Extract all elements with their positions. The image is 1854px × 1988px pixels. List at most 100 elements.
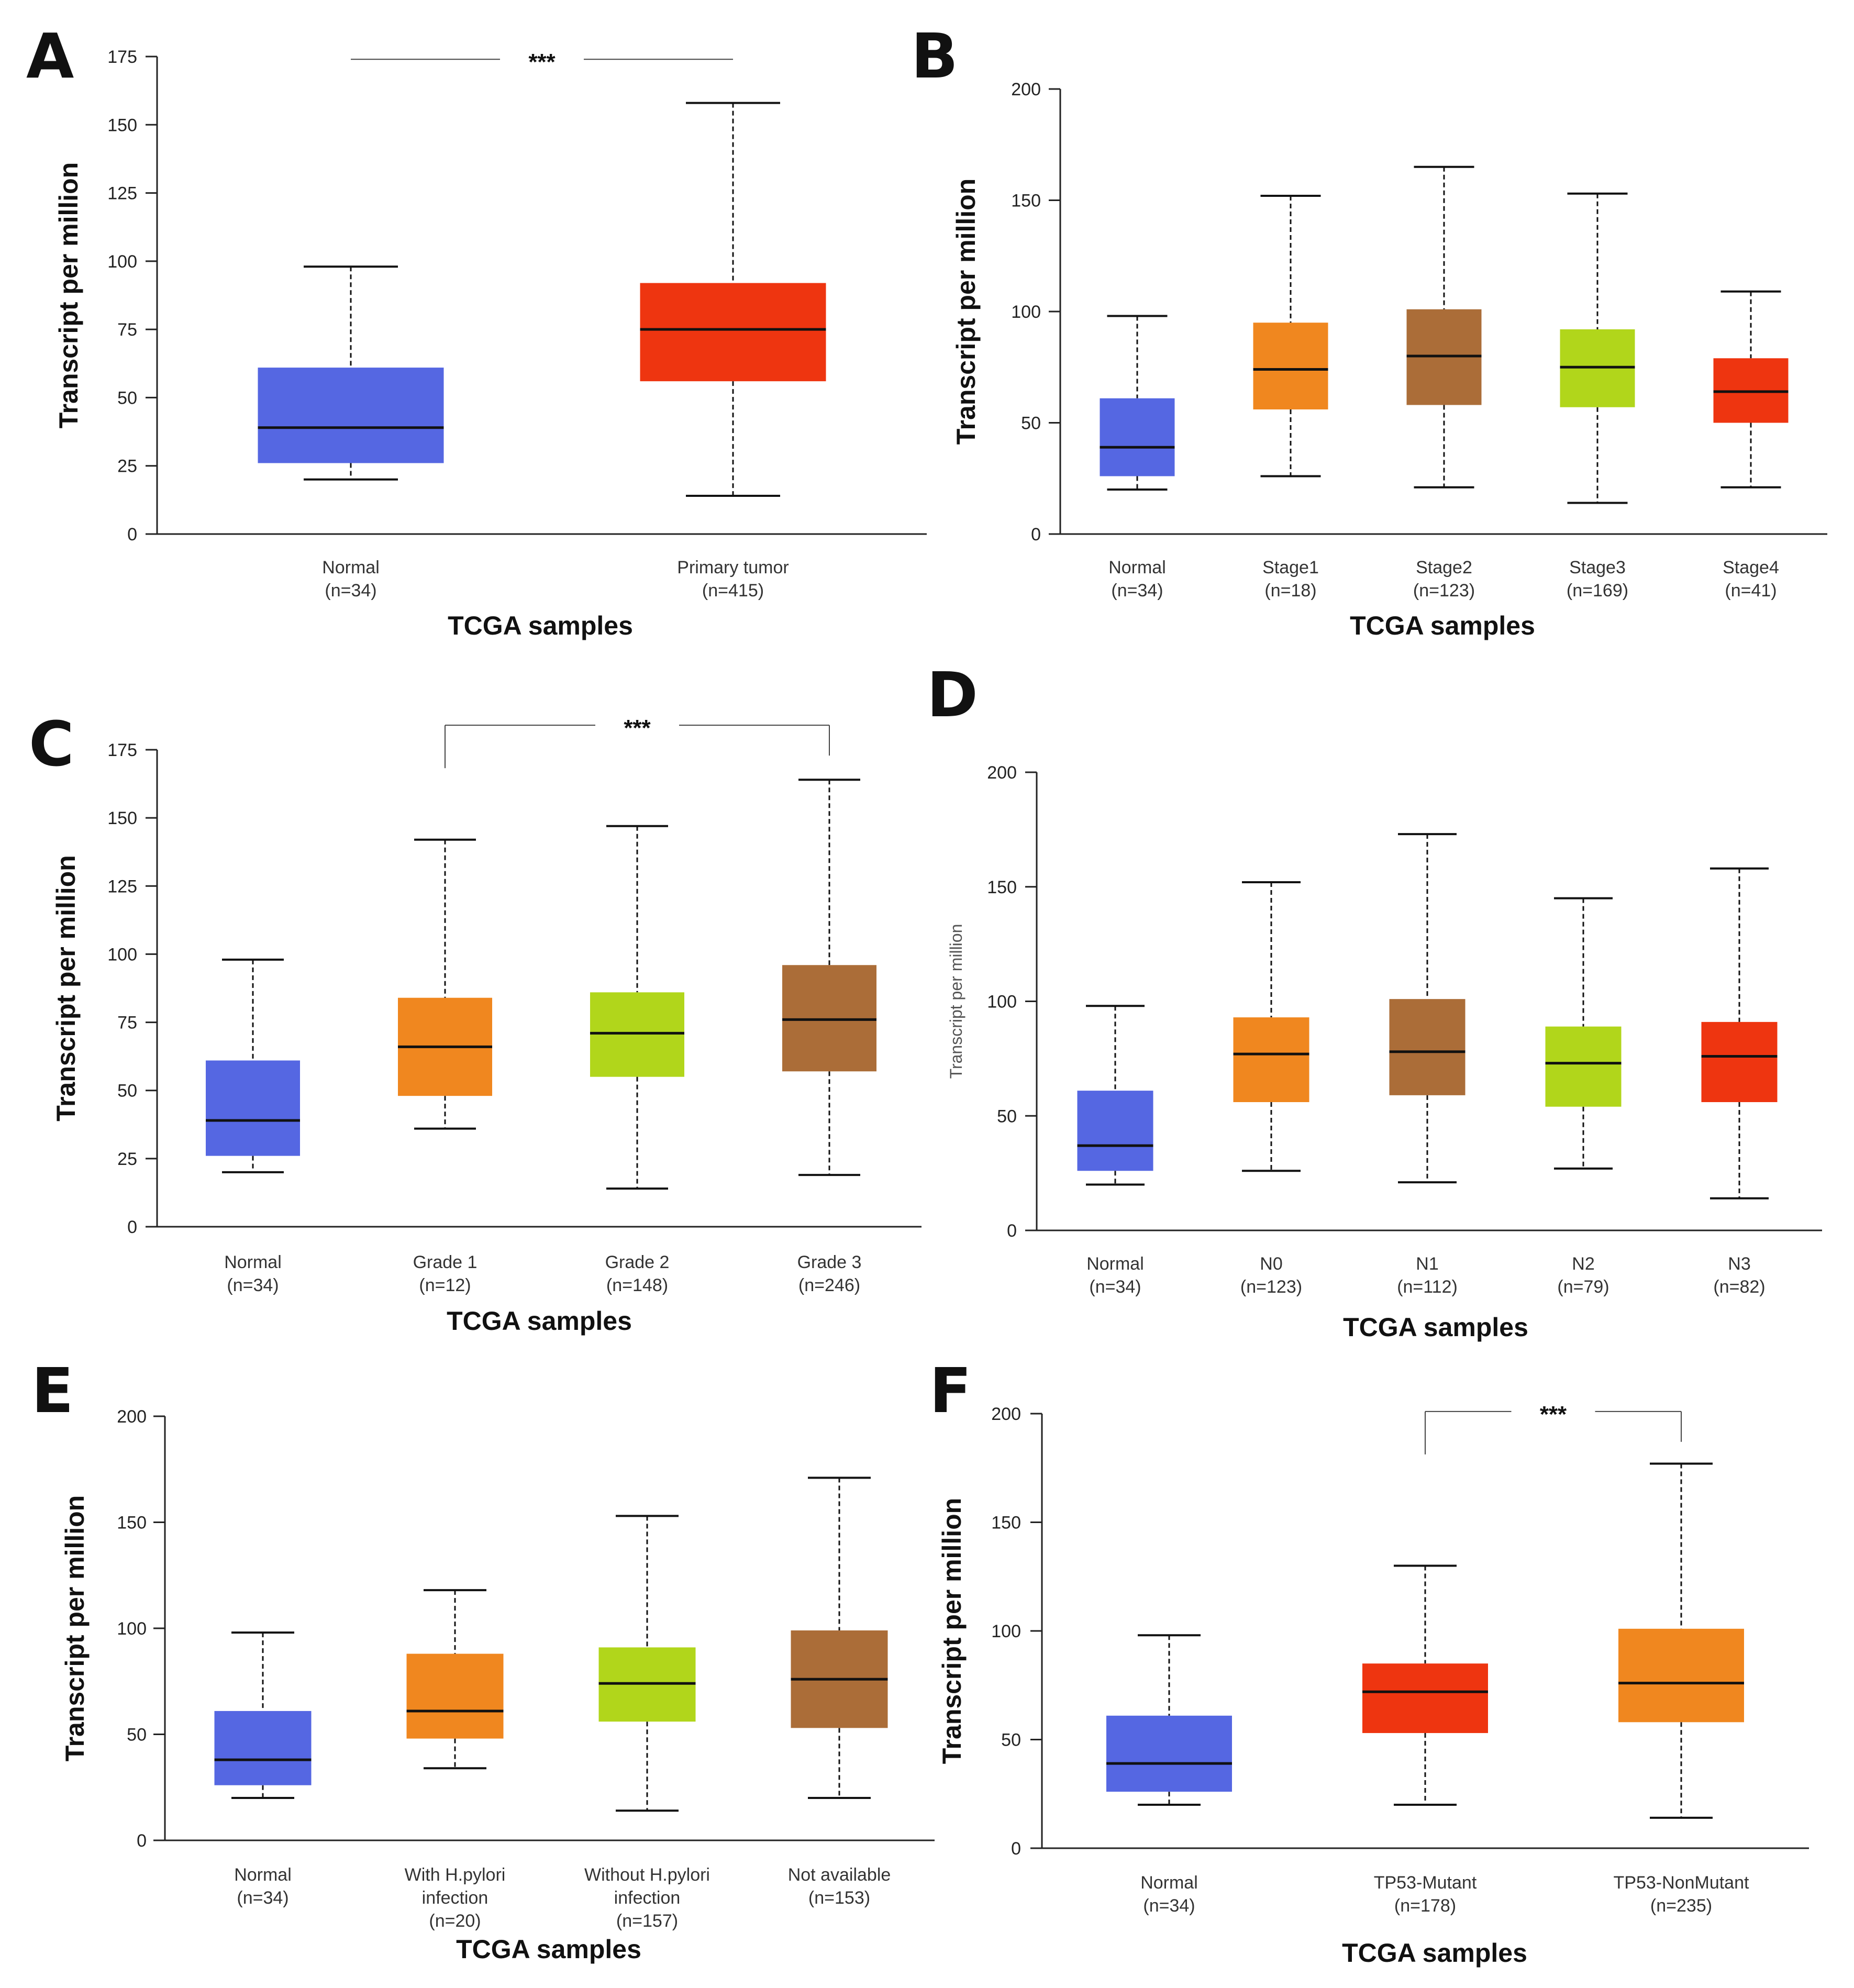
box-0	[214, 1631, 312, 1799]
iqr-box	[1701, 1021, 1778, 1102]
y-tick-label: 50	[1021, 414, 1041, 434]
category-label: Grade 3	[797, 1252, 862, 1272]
y-tick-label: 150	[987, 878, 1017, 897]
category-label: (n=34)	[1111, 581, 1163, 601]
significance-annotation: ***	[445, 715, 830, 769]
y-tick-label: 75	[117, 320, 137, 340]
box-1	[640, 102, 826, 497]
category-label: (n=123)	[1413, 581, 1475, 601]
category-label: (n=34)	[237, 1888, 288, 1908]
x-axis-title: TCGA samples	[447, 1306, 632, 1336]
panel-letter: C	[29, 708, 74, 780]
box-1	[398, 838, 492, 1130]
y-tick-label: 50	[1001, 1730, 1021, 1750]
panel-letter: A	[26, 20, 74, 92]
box-2	[598, 1515, 696, 1812]
category-label: Stage4	[1723, 558, 1779, 577]
category-label: infection	[614, 1888, 681, 1908]
category-label: (n=34)	[1143, 1896, 1195, 1916]
panel-letter: D	[927, 659, 978, 731]
y-tick-label: 100	[987, 992, 1017, 1012]
category-label: Normal	[1108, 558, 1166, 577]
category-label: (n=12)	[419, 1275, 471, 1295]
category-label: Stage1	[1262, 558, 1319, 577]
y-tick-label: 75	[117, 1013, 137, 1033]
category-label: Primary tumor	[677, 558, 789, 577]
box-3	[791, 1476, 888, 1799]
y-tick-label: 0	[1007, 1221, 1017, 1241]
significance-annotation: ***	[1425, 1402, 1682, 1454]
y-tick-label: 25	[117, 1149, 137, 1169]
y-axis-label: Transcript per million	[51, 855, 81, 1121]
category-label: Grade 2	[605, 1252, 670, 1272]
category-label: Normal	[234, 1865, 292, 1885]
category-label: (n=148)	[606, 1275, 668, 1295]
y-tick-label: 125	[107, 876, 137, 896]
iqr-box	[1253, 323, 1328, 409]
category-label: Normal	[224, 1252, 282, 1272]
category-label: (n=41)	[1725, 581, 1777, 601]
iqr-box	[1077, 1091, 1153, 1171]
x-axis-title: TCGA samples	[1343, 1313, 1528, 1342]
y-tick-label: 0	[127, 525, 137, 545]
y-tick-label: 175	[107, 47, 137, 67]
significance-label: ***	[624, 715, 651, 741]
category-label: (n=34)	[227, 1275, 279, 1295]
y-tick-label: 175	[107, 740, 137, 760]
iqr-box	[1362, 1663, 1488, 1734]
category-label: (n=18)	[1264, 581, 1316, 601]
y-tick-label: 0	[137, 1831, 147, 1851]
box-2	[1406, 165, 1482, 488]
y-tick-label: 125	[107, 184, 137, 204]
category-label: Normal	[1086, 1254, 1144, 1274]
iqr-box	[406, 1653, 504, 1739]
significance-label: ***	[528, 49, 556, 75]
iqr-box	[640, 283, 826, 382]
y-tick-label: 0	[127, 1217, 137, 1237]
box-0	[258, 265, 444, 481]
y-tick-label: 200	[1011, 80, 1041, 99]
significance-label: ***	[1540, 1402, 1567, 1427]
box-3	[1545, 897, 1622, 1170]
y-axis-label: Transcript per million	[54, 162, 83, 428]
y-tick-label: 150	[1011, 191, 1041, 211]
category-label: Normal	[322, 558, 380, 577]
panel-a: A 0 25 50 75 100 125 150 175 Transcript per milli…	[26, 20, 927, 640]
box-3	[782, 779, 876, 1176]
iqr-box	[1545, 1026, 1622, 1107]
y-tick-label: 50	[117, 1081, 137, 1101]
box-0	[1100, 315, 1175, 491]
box-2	[1618, 1462, 1744, 1819]
category-label: (n=112)	[1397, 1277, 1458, 1297]
category-label: (n=246)	[798, 1275, 860, 1295]
category-label: (n=235)	[1650, 1896, 1712, 1916]
box-2	[1389, 833, 1466, 1184]
category-label: N1	[1416, 1254, 1438, 1274]
y-tick-label: 0	[1031, 525, 1041, 545]
iqr-box	[214, 1711, 312, 1785]
category-label: (n=178)	[1394, 1896, 1456, 1916]
category-label: Grade 1	[413, 1252, 478, 1272]
x-axis-title: TCGA samples	[1350, 611, 1535, 640]
category-label: N3	[1728, 1254, 1750, 1274]
category-label: N0	[1260, 1254, 1282, 1274]
box-0	[206, 958, 300, 1173]
category-label: (n=34)	[1089, 1277, 1141, 1297]
box-4	[1701, 867, 1778, 1200]
iqr-box	[1618, 1628, 1744, 1723]
category-label: TP53-Mutant	[1374, 1873, 1477, 1893]
y-tick-label: 150	[107, 115, 137, 135]
panel-letter: F	[929, 1354, 972, 1427]
iqr-box	[1233, 1017, 1309, 1102]
y-tick-label: 150	[107, 808, 137, 828]
y-axis-label: Transcript per million	[947, 924, 965, 1079]
panel-letter: B	[911, 20, 958, 92]
y-tick-label: 50	[997, 1106, 1017, 1126]
box-1	[1253, 195, 1328, 477]
box-2	[590, 825, 684, 1190]
y-tick-label: 25	[117, 457, 137, 476]
box-4	[1713, 290, 1789, 488]
y-tick-label: 200	[987, 763, 1017, 783]
y-tick-label: 100	[107, 252, 137, 272]
